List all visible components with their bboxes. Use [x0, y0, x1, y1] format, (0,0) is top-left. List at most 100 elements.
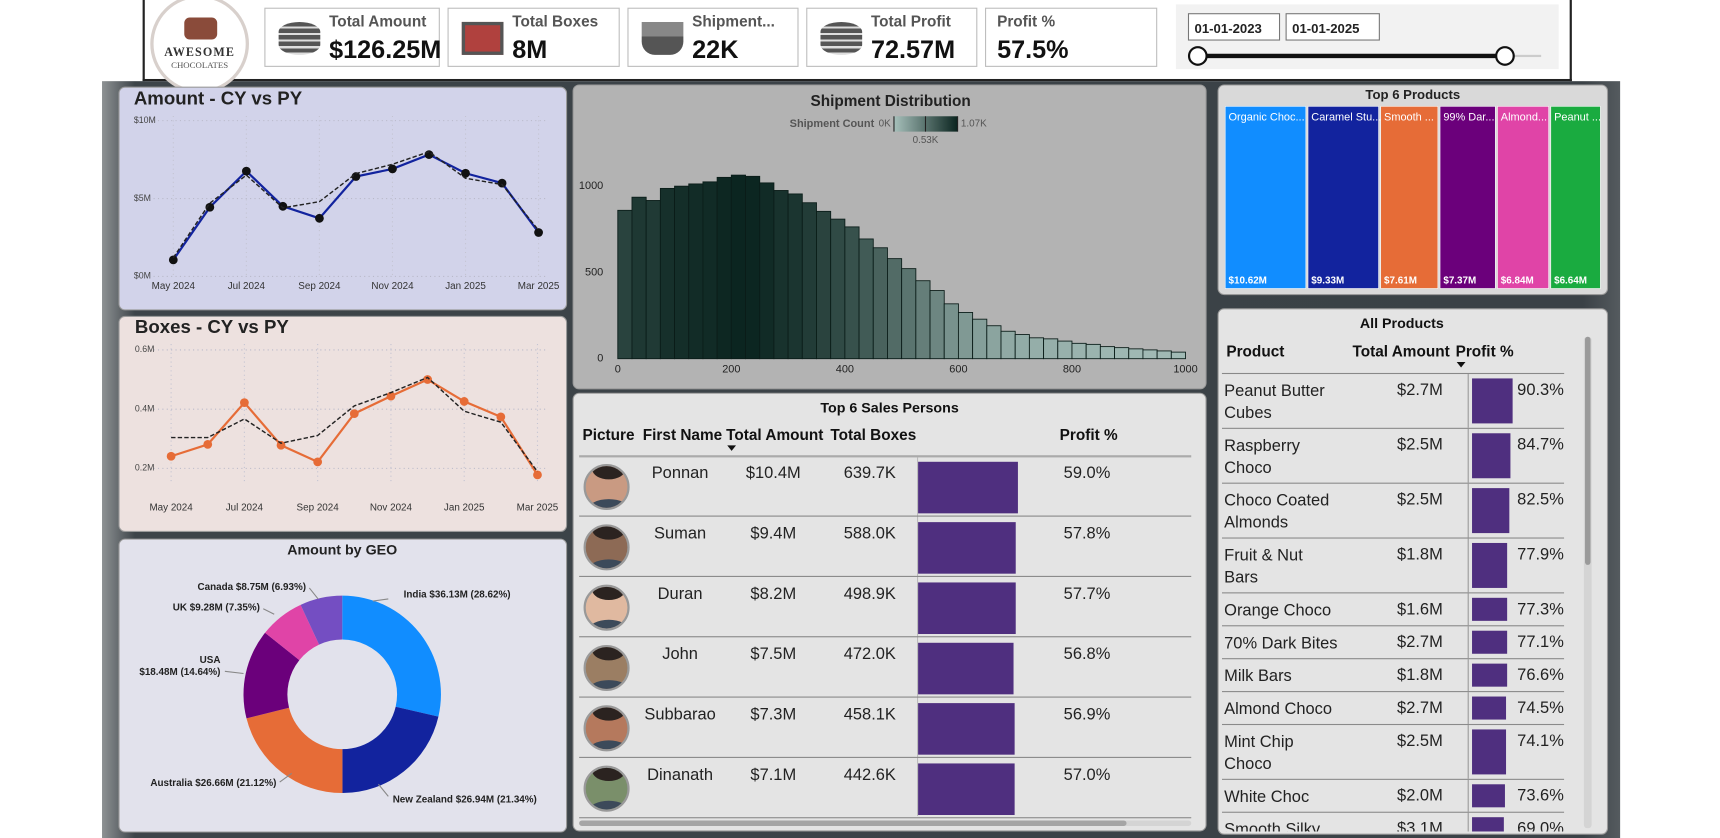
- column-header: Picture: [582, 425, 635, 444]
- product-row: Raspberry Choco $2.5M 84.7%: [1221, 428, 1565, 484]
- data-bar: [1472, 817, 1504, 832]
- cell-product: Mint Chip Choco: [1224, 732, 1294, 774]
- cell-divider: [1447, 779, 1470, 812]
- bar-cell: [1469, 539, 1514, 593]
- kpi-value: 72.57M: [870, 35, 956, 64]
- kpi-card: Total Amount $126.25M: [264, 7, 442, 67]
- data-bar: [1472, 663, 1507, 687]
- cell-total-boxes: 498.9K: [843, 584, 896, 604]
- cell-total-amount: $2.5M: [1397, 490, 1443, 509]
- data-bar: [1472, 597, 1508, 621]
- kpi-label: Total Amount: [329, 12, 427, 30]
- avatar-shirt: [587, 740, 628, 750]
- cell-first-name: Ponnan: [651, 463, 709, 483]
- sort-indicator: [1456, 361, 1466, 368]
- cell-profit-pct: 74.1%: [1517, 731, 1564, 751]
- cell-product: 70% Dark Bites: [1224, 634, 1338, 653]
- bar-cell: [1469, 725, 1514, 779]
- cell-profit-pct: 84.7%: [1517, 435, 1564, 455]
- column-header: Profit %: [1455, 342, 1514, 360]
- data-bar: [1472, 488, 1510, 534]
- kpi-card: Total Profit 72.57M: [806, 7, 978, 67]
- cell-product: Almond Choco: [1224, 699, 1333, 719]
- panel-sales: [572, 392, 1207, 832]
- cell-total-amount: $9.4M: [750, 524, 797, 543]
- kpi-card: Shipment... 22K: [627, 7, 799, 67]
- kpi-value: 57.5%: [997, 35, 1069, 64]
- kpi-label: Profit %: [997, 12, 1056, 30]
- avatar: [583, 644, 630, 692]
- row-rule: [579, 817, 1192, 819]
- column-header: Total Amount: [726, 425, 824, 444]
- product-row: Milk Bars $1.8M 76.6%: [1221, 659, 1565, 693]
- cell-profit-pct: 57.8%: [1063, 524, 1111, 543]
- kpi-label: Total Profit: [870, 12, 951, 30]
- avatar: [583, 524, 630, 571]
- panel-top-products: [1217, 84, 1609, 296]
- data-bar: [1472, 630, 1508, 654]
- kpi-value: $126.25M: [329, 35, 442, 64]
- cell-profit-pct: 56.8%: [1063, 644, 1111, 664]
- scrollbar-thumb[interactable]: [1585, 336, 1591, 565]
- cell-profit-pct: 69.0%: [1517, 819, 1564, 832]
- row-rule: [579, 696, 1192, 698]
- data-bar: [1472, 696, 1506, 720]
- data-bar: [1472, 784, 1506, 808]
- kpi-icon: [641, 21, 684, 55]
- cell-divider: [1447, 626, 1470, 659]
- cell-total-boxes: 639.7K: [843, 463, 896, 483]
- cell-total-amount: $10.4M: [745, 463, 801, 483]
- cell-divider: [1447, 725, 1470, 779]
- table-title: All Products: [1359, 314, 1444, 332]
- cell-divider: [1447, 483, 1470, 538]
- bar-cell: [1469, 429, 1514, 483]
- cell-product: White Choc: [1224, 787, 1310, 807]
- slider-handle[interactable]: [1495, 46, 1515, 66]
- cell-profit-pct: 77.1%: [1517, 632, 1564, 652]
- kpi-icon: [461, 21, 504, 55]
- avatar: [583, 463, 630, 511]
- avatar-shirt: [587, 619, 628, 629]
- avatar-hair: [592, 586, 626, 601]
- cell-total-amount: $1.8M: [1397, 665, 1443, 685]
- product-row: Fruit & Nut Bars $1.8M 77.9%: [1221, 538, 1565, 594]
- avatar-shirt: [587, 559, 628, 569]
- product-rows: Peanut Butter Cubes $2.7M 90.3% Raspberry C…: [1221, 372, 1565, 832]
- avatar-hair: [592, 767, 626, 781]
- cell-product: Peanut Butter Cubes: [1224, 381, 1325, 423]
- avatar-shirt: [587, 680, 628, 689]
- scrollbar-thumb[interactable]: [579, 820, 1127, 826]
- sort-indicator: [727, 445, 737, 451]
- product-row: Orange Choco $1.6M 77.3%: [1221, 593, 1565, 627]
- cell-product: Smooth Silky: [1224, 820, 1321, 832]
- data-bar: [1472, 542, 1508, 588]
- date-start[interactable]: 01-01-2023: [1187, 13, 1281, 41]
- kpi-icon: [278, 21, 321, 55]
- column-header: First Name: [642, 425, 723, 444]
- cell-product: Orange Choco: [1224, 601, 1332, 620]
- date-end[interactable]: 01-01-2025: [1285, 13, 1380, 41]
- cell-divider: [1447, 538, 1470, 593]
- avatar-hair: [592, 707, 626, 721]
- slider-handle[interactable]: [1187, 46, 1208, 66]
- cell-profit-pct: 73.6%: [1517, 786, 1564, 806]
- avatar-hair: [592, 466, 626, 480]
- cell-product: Raspberry Choco: [1224, 436, 1301, 478]
- cell-total-amount: $1.8M: [1397, 545, 1443, 564]
- cell-first-name: Dinanath: [647, 765, 714, 785]
- avatar-hair: [592, 526, 626, 540]
- kpi-card: Profit % 57.5%: [985, 7, 1158, 67]
- data-bar: [918, 522, 1016, 574]
- slider-range: [1197, 53, 1505, 59]
- panel-shipments: [572, 84, 1207, 390]
- cell-profit-pct: 74.5%: [1517, 698, 1564, 718]
- panel-all-products: [1217, 308, 1609, 835]
- cell-total-boxes: 472.0K: [843, 644, 896, 664]
- kpi-card: Total Boxes 8M: [447, 7, 620, 67]
- product-row: Mint Chip Choco $2.5M 74.1%: [1221, 725, 1565, 780]
- column-header: Product: [1226, 342, 1285, 360]
- cell-total-amount: $7.3M: [750, 705, 797, 724]
- cell-total-amount: $2.5M: [1397, 731, 1443, 751]
- header-rule: [579, 455, 1192, 458]
